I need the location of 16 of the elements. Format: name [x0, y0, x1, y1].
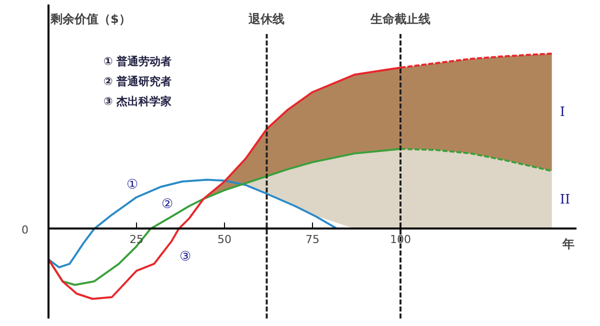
x-tick-label: 75 — [306, 232, 320, 246]
x-tick-label: 100 — [390, 232, 411, 246]
text: 0 — [22, 223, 28, 236]
annotation: ③ 杰出科学家 — [104, 94, 172, 108]
annotation: I — [560, 104, 565, 120]
annotation: ② 普通研究者 — [104, 74, 172, 88]
ref-line-label: 退休线 — [248, 12, 285, 26]
series-label: ① — [126, 178, 138, 193]
x-tick-label: 50 — [218, 232, 232, 246]
annotation: ① 普通劳动者 — [104, 54, 172, 68]
ref-line-label: 生命截止线 — [370, 12, 430, 26]
series-label: ② — [162, 197, 174, 212]
series-label: ③ — [180, 250, 192, 265]
annotation: II — [560, 192, 570, 208]
x-axis-title: 年 — [562, 236, 574, 251]
y-axis-title: 剩余价值（$） — [50, 12, 131, 26]
